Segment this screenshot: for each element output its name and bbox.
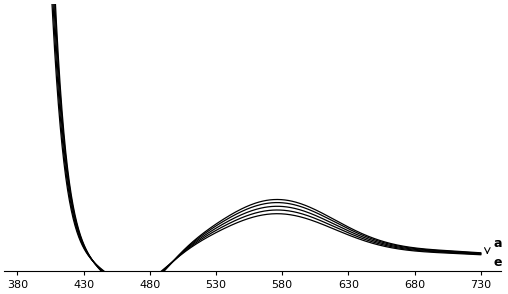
Text: a: a xyxy=(494,238,502,250)
Text: e: e xyxy=(494,256,502,269)
